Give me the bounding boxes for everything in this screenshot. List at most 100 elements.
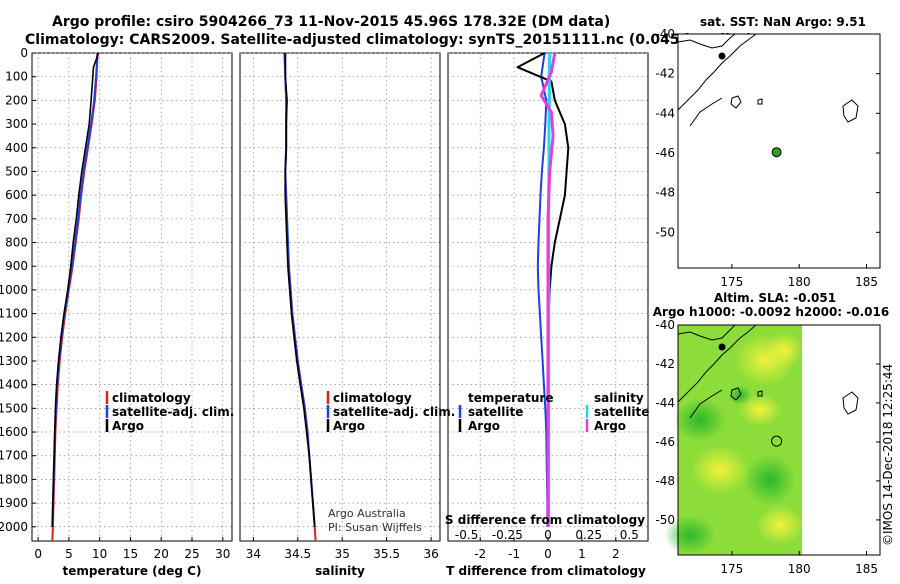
legend-label-argo: Argo: [112, 419, 144, 433]
map-y-tick-label: -40: [655, 318, 675, 332]
map-y-tick-label: -42: [655, 357, 675, 371]
title-line-1: Argo profile: csiro 5904266_73 11-Nov-20…: [52, 14, 610, 30]
x-tick-label: 0: [544, 547, 552, 561]
sla-map-title: Altim. SLA: -0.051: [714, 291, 836, 305]
map-y-tick-label: -46: [655, 435, 675, 449]
sla-map-subtitle: Argo h1000: -0.0092 h2000: -0.016: [653, 305, 889, 319]
sla-heatmap: [664, 325, 804, 555]
temperature-legend: climatology satellite-adj. clim. Argo: [105, 391, 234, 433]
y-tick-label: 1700: [0, 449, 28, 463]
difference-panel: -2 -1 0 1 2 -0.5 -0.25 0 0.25 0.5 S difference f…: [445, 52, 649, 578]
s-tick-label: -0.5: [455, 528, 478, 542]
legend-label-sal-satellite: satellite: [594, 405, 649, 419]
x-tick-label: -2: [474, 547, 486, 561]
legend-label-temp-satellite: satellite: [468, 405, 523, 419]
x-tick-label: 34.5: [284, 547, 311, 561]
s-tick-label: -0.25: [492, 528, 523, 542]
y-tick-label: 400: [5, 141, 28, 155]
legend-label-satellite: satellite-adj. clim.: [333, 405, 455, 419]
map-y-tick-label: -40: [655, 27, 675, 41]
x-tick-label: 1: [578, 547, 586, 561]
y-tick-label: 100: [5, 70, 28, 84]
map-y-tick-label: -50: [655, 513, 675, 527]
y-tick-label: 0: [20, 46, 28, 60]
map-y-tick-label: -46: [655, 146, 675, 160]
salinity-xlabel: salinity: [315, 564, 365, 578]
map-x-tick-label: 175: [720, 275, 743, 289]
map-x-tick-label: 185: [855, 275, 878, 289]
y-tick-label: 800: [5, 236, 28, 250]
sla-map-coastline: [677, 324, 859, 419]
y-tick-label: 1800: [0, 472, 28, 486]
legend-title-salinity: salinity: [594, 391, 644, 405]
y-tick-label: 1300: [0, 354, 28, 368]
x-tick-label: 25: [184, 547, 199, 561]
y-tick-label: 200: [5, 93, 28, 107]
sla-map-coast-marker: [718, 343, 726, 351]
argo-position-marker: [771, 147, 782, 158]
sst-map-title: sat. SST: NaN Argo: 9.51: [700, 15, 866, 29]
x-tick-label: 35: [335, 547, 350, 561]
map-x-tick-label: 185: [855, 562, 878, 576]
map-y-tick-label: -44: [655, 396, 675, 410]
x-tick-label: 34: [246, 547, 261, 561]
s-tick-label: 0.5: [620, 528, 639, 542]
title-line-2: Climatology: CARS2009. Satellite-adjuste…: [25, 32, 753, 48]
t-difference-xlabel: T difference from climatology: [446, 564, 646, 578]
salinity-panel: 34 34.5 35 35.5 36 salinity climatology sate…: [239, 52, 455, 578]
sst-map-panel: sat. SST: NaN Argo: 9.51 -40 -42 -44 -46 -48…: [655, 15, 881, 289]
argo-position-ring: [771, 435, 783, 447]
legend-title-temperature: temperature: [468, 391, 553, 405]
y-tick-label: 1600: [0, 425, 28, 439]
sst-map-coastline: [677, 33, 859, 127]
sla-map-frame: [677, 324, 881, 556]
y-tick-label: 1900: [0, 496, 28, 510]
x-tick-label: 36: [423, 547, 438, 561]
map-x-tick-label: 180: [788, 562, 811, 576]
temperature-panel: 0100200300400500600700800900100011001200…: [0, 46, 234, 578]
y-tick-label: 1000: [0, 283, 28, 297]
note-argo-australia: Argo Australia: [328, 507, 406, 520]
y-tick-label: 2000: [0, 520, 28, 534]
temperature-xlabel: temperature (deg C): [63, 564, 202, 578]
legend-label-climatology: climatology: [112, 391, 191, 405]
series-argo: [284, 53, 316, 527]
x-tick-label: 0: [34, 547, 42, 561]
legend-label-argo: Argo: [333, 419, 365, 433]
imos-credit: ©IMOS 14-Dec-2018 12:25:44: [881, 364, 895, 546]
difference-legend: temperature satellite Argo salinity sate…: [458, 391, 649, 433]
map-y-tick-label: -44: [655, 106, 675, 120]
y-tick-label: 900: [5, 259, 28, 273]
y-tick-label: 1500: [0, 401, 28, 415]
x-tick-label: 30: [215, 547, 230, 561]
x-tick-label: 5: [65, 547, 73, 561]
series-argo: [51, 52, 100, 527]
s-tick-label: 0: [544, 528, 552, 542]
note-pi: PI: Susan Wijffels: [328, 521, 422, 534]
map-x-tick-label: 175: [720, 562, 743, 576]
s-tick-label: 0.25: [575, 528, 602, 542]
map-y-tick-label: -42: [655, 67, 675, 81]
x-tick-label: 10: [92, 547, 107, 561]
y-tick-label: 1100: [0, 307, 28, 321]
sst-map-frame: [677, 33, 881, 269]
y-tick-label: 500: [5, 164, 28, 178]
map-x-tick-label: 180: [788, 275, 811, 289]
x-tick-label: -1: [508, 547, 520, 561]
series-sal-argo: [539, 52, 557, 527]
legend-label-sal-argo: Argo: [594, 419, 626, 433]
y-tick-label: 1200: [0, 330, 28, 344]
map-y-tick-label: -48: [655, 186, 675, 200]
y-tick-label: 700: [5, 212, 28, 226]
y-tick-label: 300: [5, 117, 28, 131]
legend-label-satellite: satellite-adj. clim.: [112, 405, 234, 419]
salinity-axes-frame: [239, 52, 441, 542]
map-y-tick-label: -50: [655, 225, 675, 239]
map-y-tick-label: -48: [655, 474, 675, 488]
temperature-axes-frame: [31, 52, 233, 542]
x-tick-label: 35.5: [373, 547, 400, 561]
x-tick-label: 15: [123, 547, 138, 561]
sst-map-coast-marker: [718, 52, 726, 60]
salinity-legend: climatology satellite-adj. clim. Argo: [326, 391, 455, 433]
